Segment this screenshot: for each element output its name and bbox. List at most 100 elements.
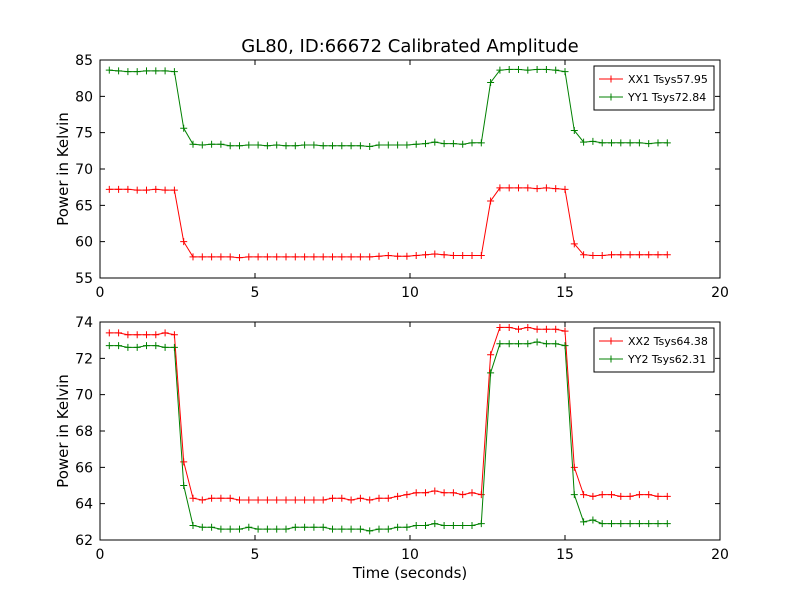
data-point xyxy=(654,139,662,147)
data-point xyxy=(440,251,448,259)
data-point xyxy=(645,491,653,499)
data-point xyxy=(263,142,271,150)
data-point xyxy=(635,491,643,499)
data-point xyxy=(208,140,216,148)
data-point xyxy=(617,139,625,147)
y-tick-label: 80 xyxy=(75,89,93,105)
data-point xyxy=(143,186,150,194)
data-point xyxy=(422,251,429,259)
data-point xyxy=(487,79,495,87)
data-point xyxy=(608,139,615,147)
y-tick-label: 60 xyxy=(75,235,93,251)
data-point xyxy=(459,140,467,148)
y-tick-label: 74 xyxy=(75,315,93,331)
data-point xyxy=(487,351,495,359)
data-point xyxy=(273,525,281,533)
legend-entry: XX1 Tsys57.95 xyxy=(628,73,708,86)
legend-entry: XX2 Tsys64.38 xyxy=(628,335,708,348)
bottom-subplot: 0 5 10 15 20 62 64 66 68 70 72 74 Power in Kelvin Tim… xyxy=(54,315,729,582)
data-point xyxy=(663,139,671,147)
data-point xyxy=(403,252,411,260)
data-point xyxy=(152,185,160,193)
data-point xyxy=(431,520,439,528)
x-tick-label: 5 xyxy=(251,285,260,301)
data-point xyxy=(477,491,485,499)
legend: XX2 Tsys64.38 YY2 Tsys62.31 xyxy=(593,327,715,373)
data-point xyxy=(347,253,355,261)
data-point xyxy=(301,253,309,261)
data-point xyxy=(329,142,336,150)
data-point xyxy=(366,142,374,150)
data-point xyxy=(152,331,160,339)
data-point xyxy=(580,138,588,146)
data-point xyxy=(589,137,597,145)
data-point xyxy=(347,142,355,150)
data-point xyxy=(105,66,113,74)
legend-marker xyxy=(607,355,615,363)
data-point xyxy=(598,491,606,499)
legend-entry: YY1 Tsys72.84 xyxy=(627,91,706,104)
data-point xyxy=(552,185,560,193)
data-point xyxy=(143,342,150,350)
data-point xyxy=(329,253,336,261)
data-point xyxy=(124,185,132,193)
data-point xyxy=(133,331,141,339)
data-point xyxy=(115,67,123,75)
data-point xyxy=(403,523,411,531)
data-point xyxy=(570,463,578,471)
data-point xyxy=(580,518,588,526)
data-point xyxy=(608,520,615,528)
data-point xyxy=(449,521,457,529)
data-point xyxy=(236,142,243,150)
data-point xyxy=(291,253,299,261)
data-point xyxy=(170,331,178,339)
x-axis-label: Time (seconds) xyxy=(352,564,468,582)
data-point xyxy=(459,521,467,529)
data-point xyxy=(524,323,532,331)
data-point xyxy=(124,343,132,351)
data-point xyxy=(626,520,634,528)
data-point xyxy=(189,521,197,529)
data-point xyxy=(561,185,569,193)
data-point xyxy=(338,525,346,533)
data-point xyxy=(161,67,169,75)
data-point xyxy=(440,140,448,148)
data-point xyxy=(198,523,206,531)
data-point xyxy=(124,68,132,76)
data-point xyxy=(198,253,206,261)
y-tick-label: 68 xyxy=(75,424,93,440)
data-point xyxy=(273,253,281,261)
series-1 xyxy=(105,184,671,262)
data-point xyxy=(254,141,262,149)
data-point xyxy=(180,482,188,489)
legend-marker xyxy=(607,75,615,83)
data-point xyxy=(133,343,141,351)
data-point xyxy=(598,520,606,528)
data-point xyxy=(468,521,476,529)
data-point xyxy=(496,323,504,331)
x-tick-label: 15 xyxy=(556,285,574,301)
data-point xyxy=(608,491,615,499)
data-point xyxy=(245,523,253,531)
data-point xyxy=(366,527,374,535)
data-point xyxy=(273,496,281,504)
data-point xyxy=(515,340,522,348)
data-point xyxy=(245,253,253,261)
legend: XX1 Tsys57.95 YY1 Tsys72.84 xyxy=(593,65,715,111)
y-tick-label: 66 xyxy=(75,460,93,476)
data-point xyxy=(412,140,420,148)
y-axis-label: Power in Kelvin xyxy=(54,112,72,226)
data-point xyxy=(226,253,234,261)
data-point xyxy=(412,521,420,529)
data-point xyxy=(133,186,141,194)
data-point xyxy=(254,496,262,504)
x-tick-label: 20 xyxy=(711,547,729,563)
data-point xyxy=(505,184,513,192)
y-tick-label: 65 xyxy=(75,198,93,214)
data-point xyxy=(477,139,485,147)
data-point xyxy=(366,253,374,261)
data-point xyxy=(375,252,383,260)
data-point xyxy=(226,525,234,533)
data-point xyxy=(208,494,216,502)
data-point xyxy=(245,141,253,149)
